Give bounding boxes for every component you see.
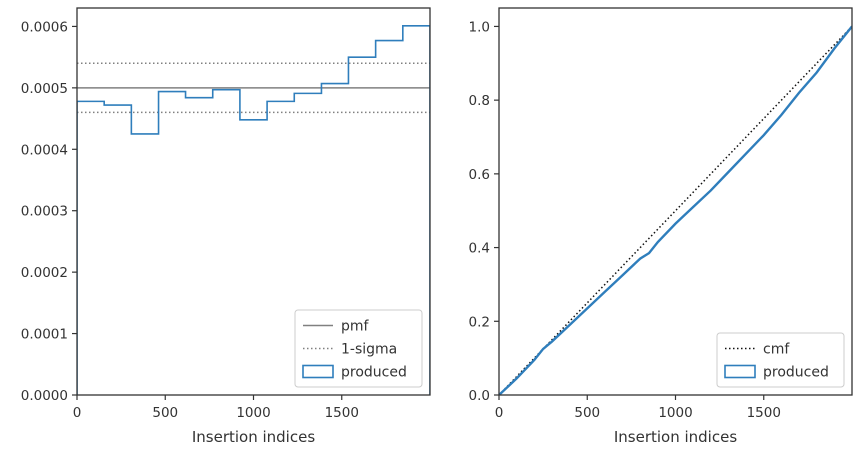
legend-produced-swatch xyxy=(724,364,756,379)
x-axis-label: Insertion indices xyxy=(192,428,315,446)
plot-area xyxy=(499,25,852,395)
x-tick-label: 0 xyxy=(495,405,504,421)
y-tick-label: 0.0000 xyxy=(21,388,68,404)
y-tick-label: 0.0004 xyxy=(21,142,68,158)
plot-area xyxy=(77,25,430,395)
legend-label: pmf xyxy=(341,319,370,335)
y-tick-label: 0.0001 xyxy=(21,327,68,343)
x-tick-label: 500 xyxy=(152,405,178,421)
left-chart-pmf: 0 500 1000 1500 0.0000 0.0001 0.0002 0.0003 0.00… xyxy=(21,7,431,446)
y-tick-label: 0.0005 xyxy=(21,81,68,97)
y-tick-label: 0.4 xyxy=(469,241,490,257)
x-tick-label: 1000 xyxy=(236,405,270,421)
produced-histogram xyxy=(77,25,430,395)
legend-box xyxy=(716,332,845,388)
legend-produced-swatch xyxy=(302,364,334,379)
legend-label: produced xyxy=(341,365,407,381)
x-tick-label: 1500 xyxy=(747,405,781,421)
x-tick-label: 1500 xyxy=(325,405,359,421)
legend-label: 1-sigma xyxy=(341,342,397,358)
legend-box xyxy=(294,309,423,388)
y-tick-label: 0.0006 xyxy=(21,19,68,35)
y-tick-label: 0.2 xyxy=(469,314,490,330)
legend-label: produced xyxy=(763,365,829,381)
legend: cmf produced xyxy=(716,332,845,388)
y-tick-label: 0.6 xyxy=(469,167,490,183)
legend-label: cmf xyxy=(763,342,790,358)
x-tick-label: 0 xyxy=(73,405,82,421)
y-tick-label: 0.8 xyxy=(469,93,490,109)
x-tick-label: 1000 xyxy=(658,405,692,421)
y-tick-label: 0.0002 xyxy=(21,265,68,281)
x-axis-label: Insertion indices xyxy=(614,428,737,446)
cmf-line xyxy=(499,25,852,395)
produced-line xyxy=(499,25,852,395)
y-tick-label: 0.0 xyxy=(469,388,490,404)
legend: pmf 1-sigma produced xyxy=(294,309,423,388)
y-tick-label: 1.0 xyxy=(469,19,490,35)
y-tick-label: 0.0003 xyxy=(21,204,68,220)
right-chart-cmf: 0 500 1000 1500 0.0 0.2 0.4 0.6 0.8 1.0 Insertion … xyxy=(469,7,853,446)
x-tick-label: 500 xyxy=(574,405,600,421)
